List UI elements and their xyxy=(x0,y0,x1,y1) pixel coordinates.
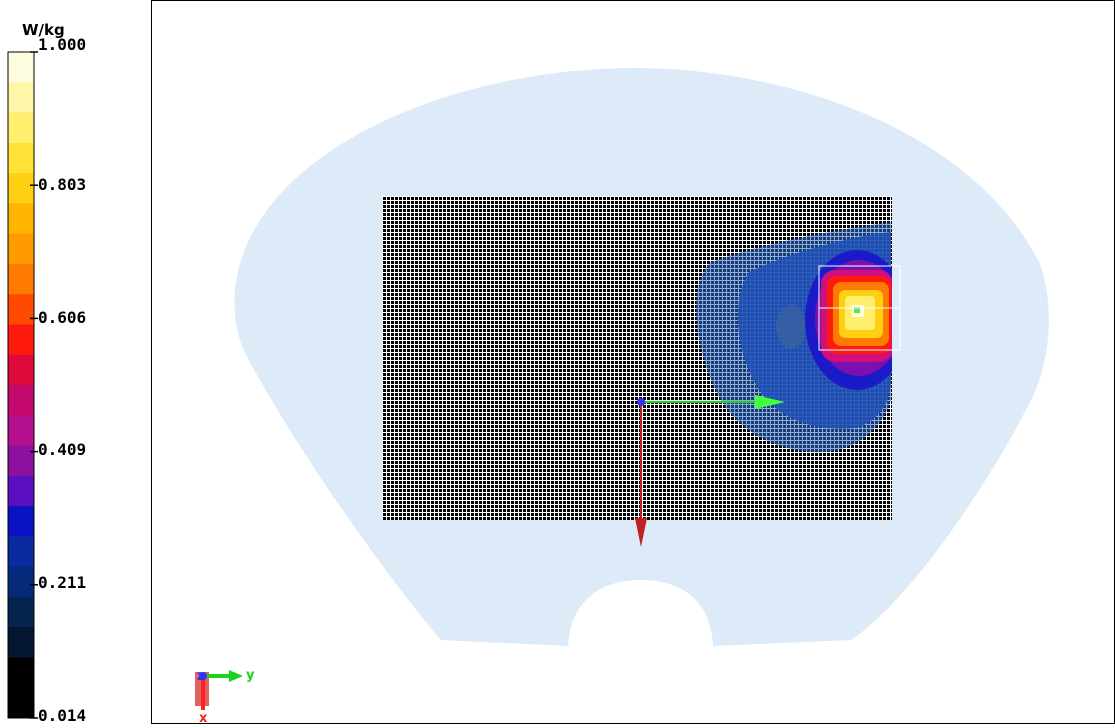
scene-x-arrow-head xyxy=(635,518,647,547)
orientation-triad: z y x xyxy=(195,668,255,724)
colorbar-band xyxy=(8,687,34,719)
triad-label-y: y xyxy=(246,668,255,683)
colorbar-tick-label: 0.606 xyxy=(38,308,87,327)
colorbar-band xyxy=(8,445,34,477)
colorbar-band xyxy=(8,566,34,598)
scene-y-arrow-head xyxy=(755,395,785,409)
colorbar-tick-label: 0.211 xyxy=(38,573,87,592)
colorbar-band xyxy=(8,385,34,416)
triad-label-z: z xyxy=(197,669,205,684)
colorbar-band xyxy=(8,354,34,386)
scene-axis-arrows xyxy=(635,395,785,547)
colorbar-band xyxy=(8,82,34,114)
colorbar-band xyxy=(8,294,34,325)
colorbar xyxy=(7,51,38,719)
triad-z-axis xyxy=(199,672,207,680)
colorbar-tick-label: 0.014 xyxy=(38,706,87,725)
sar-scene[interactable]: z y x xyxy=(151,0,1115,724)
triad-label-x: x xyxy=(199,711,208,724)
colorbar-band xyxy=(8,475,34,507)
colorbar-band xyxy=(8,173,34,204)
colorbar-tick-label: 1.000 xyxy=(38,35,87,54)
colorbar-band xyxy=(8,536,34,568)
colorbar-unit: W/kg xyxy=(22,21,65,39)
3d-viewport[interactable]: z y x xyxy=(151,0,1115,724)
colorbar-band xyxy=(8,233,34,265)
sar-distribution xyxy=(696,222,892,453)
colorbar-band xyxy=(8,657,34,689)
scene-origin xyxy=(637,398,645,406)
colorbar-band xyxy=(8,203,34,235)
zoom-scan-box-inner xyxy=(818,307,901,351)
colorbar-band xyxy=(8,627,34,658)
triad-y-head xyxy=(229,670,243,682)
colorbar-tick-label: 0.803 xyxy=(38,175,87,194)
colorbar-band xyxy=(8,324,34,356)
colorbar-frame xyxy=(7,51,35,719)
colorbar-tick-label: 0.409 xyxy=(38,440,87,459)
sar-peak-marker xyxy=(854,307,860,313)
colorbar-band xyxy=(8,415,34,447)
color-legend: W/kg 1.000 0.803 0.606 0.409 0.211 0.014 xyxy=(0,0,150,725)
colorbar-band xyxy=(8,506,34,537)
colorbar-band xyxy=(8,112,34,144)
colorbar-band xyxy=(8,596,34,628)
sar-low-pocket xyxy=(776,305,806,349)
colorbar-band xyxy=(8,52,34,83)
colorbar-band xyxy=(8,142,34,174)
colorbar-band xyxy=(8,263,34,295)
